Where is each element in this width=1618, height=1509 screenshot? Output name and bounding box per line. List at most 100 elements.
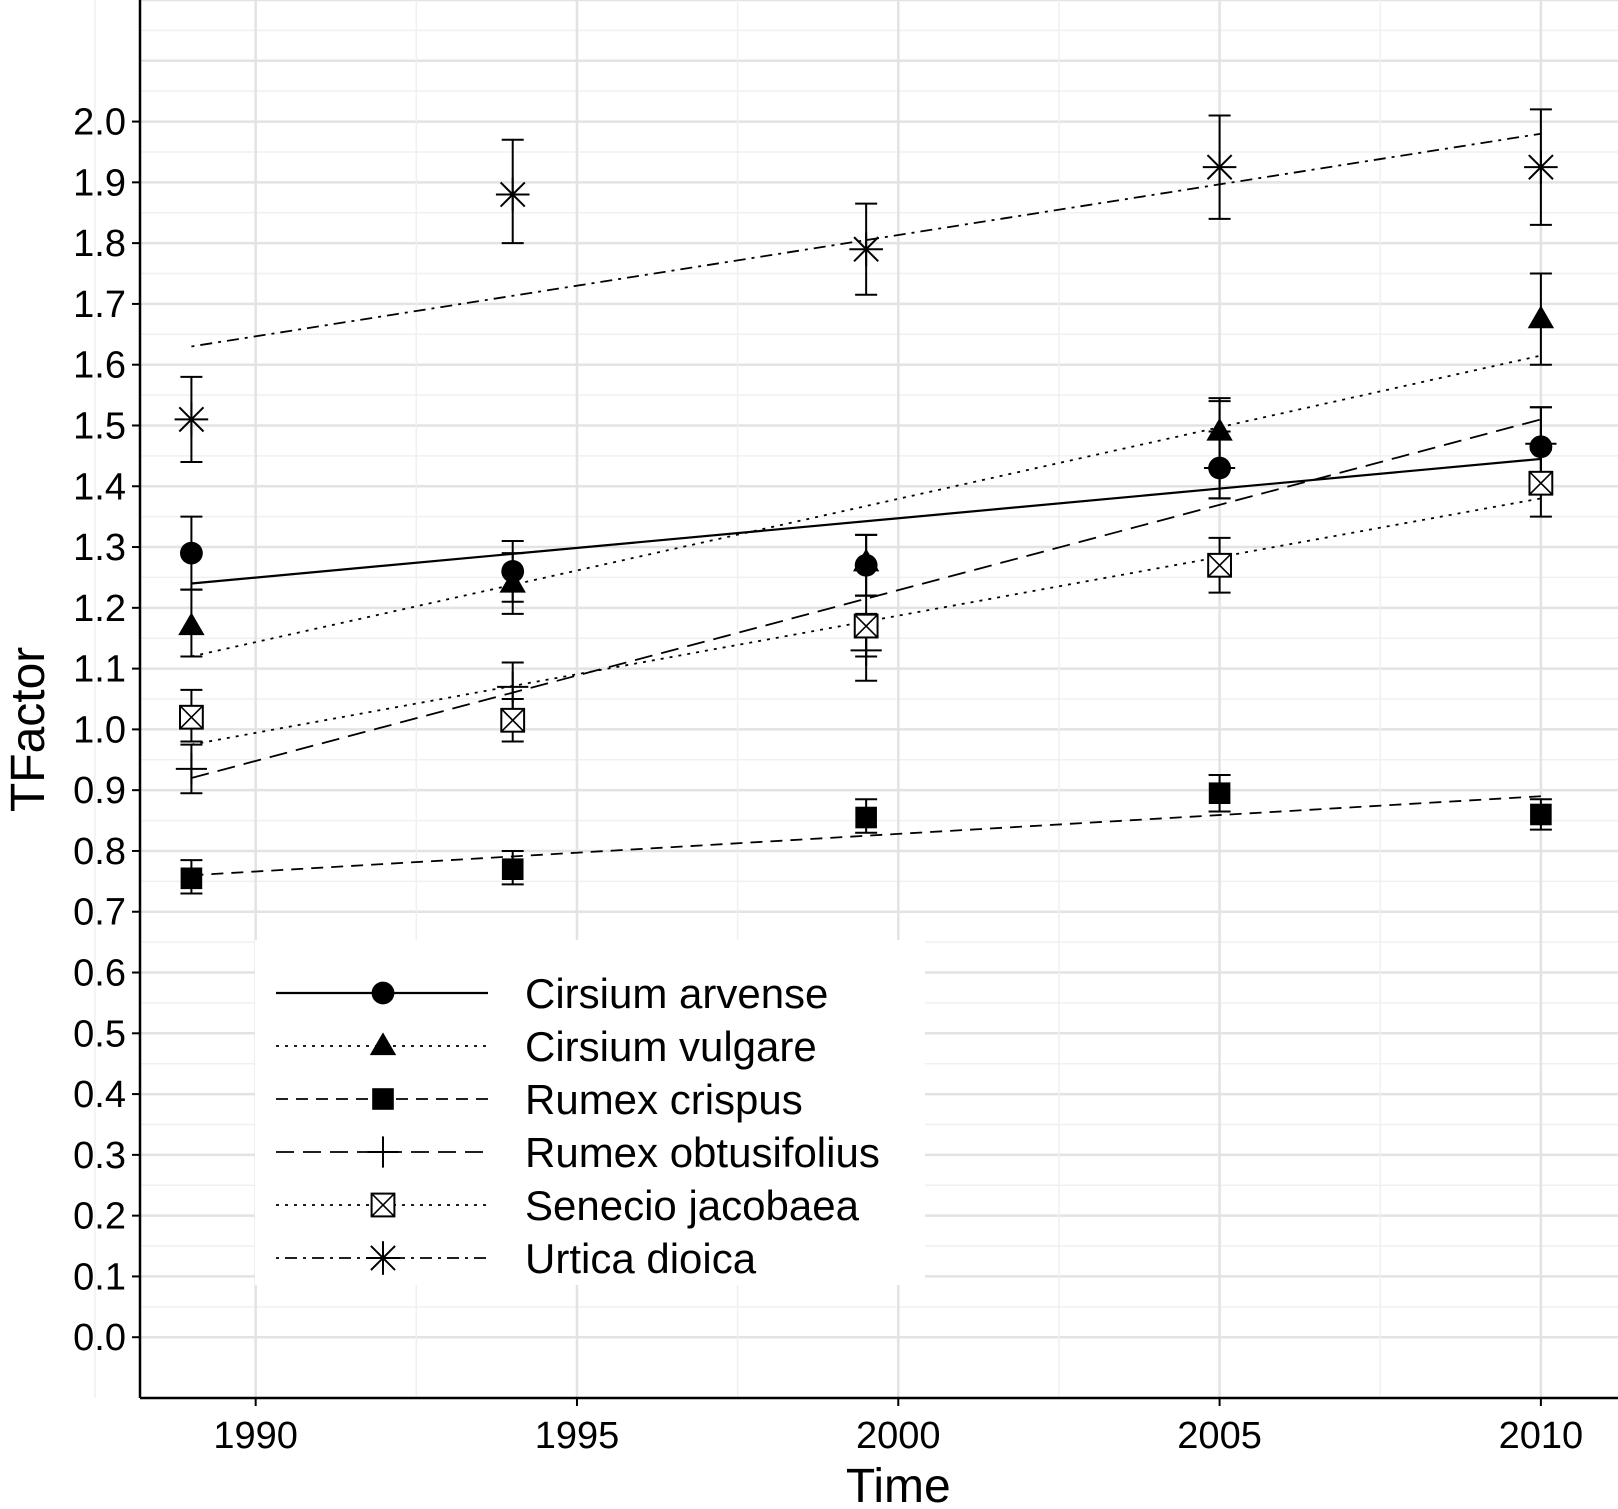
y-tick-label: 0.4 [73, 1074, 126, 1116]
triangle-marker [499, 569, 526, 593]
asterisk-d2 [853, 236, 879, 263]
legend-item: Cirsium arvense [276, 970, 828, 1017]
square-marker [855, 806, 877, 829]
legend-label: Urtica dioica [525, 1235, 757, 1282]
trend-line [191, 132, 1542, 348]
y-tick-label: 0.9 [73, 770, 126, 812]
point-marker [1202, 150, 1237, 184]
point-marker [497, 671, 529, 703]
y-tick-label: 1.7 [73, 284, 126, 326]
legend-box [255, 940, 925, 1285]
point-marker [495, 177, 530, 212]
legend-item: Urtica dioica [276, 1235, 757, 1282]
series-group [174, 108, 1558, 463]
series-group [180, 773, 1552, 895]
y-tick-label: 1.4 [73, 466, 126, 508]
asterisk-d2 [1206, 154, 1233, 180]
legend-item: Cirsium vulgare [276, 1023, 817, 1070]
point-marker [1524, 150, 1558, 184]
trend-line [191, 418, 1542, 779]
legend-label: Cirsium arvense [525, 970, 828, 1017]
y-tick-label: 1.1 [73, 649, 126, 691]
asterisk-d2 [1528, 154, 1554, 180]
y-tick-label: 0.6 [73, 953, 126, 995]
y-tick-label: 1.0 [73, 709, 126, 751]
point-marker [1206, 417, 1233, 441]
x-tick-label: 2000 [856, 1415, 941, 1457]
point-marker [1208, 782, 1231, 805]
circle-marker [371, 981, 395, 1005]
point-marker [1530, 803, 1552, 826]
triangle-marker [1206, 417, 1233, 441]
y-tick-label: 1.2 [73, 588, 126, 630]
square-marker [1208, 782, 1231, 805]
axes: 0.0 0.1 0.2 0.3 0.4 0.5 0.6 0.7 0.8 0.9 1.0 1.1 1.2 1… [73, 0, 1618, 1457]
legend-item: Rumex crispus [276, 1076, 803, 1123]
square-marker [501, 858, 524, 880]
triangle-marker [369, 1032, 397, 1056]
point-marker [366, 1241, 400, 1275]
y-tick-label: 0.8 [73, 831, 126, 873]
point-marker [500, 707, 526, 733]
x-axis-title: Time [846, 1460, 951, 1509]
legend: Cirsium arvense Cirsium vulgare Rumex cris… [255, 940, 925, 1285]
point-marker [180, 867, 203, 890]
y-axis-title: TFactor [2, 647, 55, 812]
point-marker [370, 1192, 396, 1218]
point-marker [849, 232, 883, 267]
legend-item: Rumex obtusifolius [276, 1129, 880, 1176]
y-tick-label: 0.2 [73, 1196, 126, 1238]
x-tick-label: 1990 [213, 1415, 298, 1457]
square-marker [180, 867, 203, 890]
x-tick-label: 2005 [1177, 1415, 1262, 1457]
point-marker [180, 541, 203, 565]
trend-line [191, 795, 1541, 877]
series-group [179, 448, 1554, 743]
asterisk-d2 [499, 181, 526, 208]
boxed-x-diag-2 [500, 708, 525, 733]
y-tick-label: 2.0 [73, 102, 126, 144]
y-tick-label: 0.1 [73, 1256, 126, 1298]
boxed-x-diag-2 [1528, 471, 1553, 496]
y-tick-label: 1.6 [73, 345, 126, 387]
y-tick-label: 1.9 [73, 162, 126, 204]
point-marker [178, 612, 205, 636]
point-marker [371, 981, 395, 1005]
y-tick-label: 0.7 [73, 892, 126, 934]
point-marker [1207, 552, 1232, 578]
point-marker [369, 1032, 397, 1056]
boxed-x-diag-2 [854, 614, 879, 639]
x-tick-label: 1995 [535, 1415, 620, 1457]
legend-item: Senecio jacobaea [276, 1182, 860, 1229]
square-marker [372, 1088, 394, 1110]
point-marker [1203, 452, 1236, 484]
triangle-marker [852, 548, 880, 572]
asterisk-d2 [370, 1245, 396, 1271]
point-marker [179, 704, 204, 730]
y-tick-label: 0.0 [73, 1317, 126, 1359]
point-marker [1528, 470, 1554, 496]
point-marker [372, 1088, 394, 1110]
point-marker [855, 806, 877, 829]
legend-label: Senecio jacobaea [525, 1182, 860, 1229]
point-marker [367, 1136, 399, 1168]
point-marker [853, 613, 879, 639]
square-marker [1530, 803, 1552, 826]
y-tick-label: 0.3 [73, 1135, 126, 1177]
y-tick-label: 0.5 [73, 1013, 126, 1055]
boxed-x-diag-2 [1207, 553, 1232, 578]
point-marker [501, 858, 524, 880]
triangle-marker [178, 612, 205, 636]
asterisk-d2 [178, 406, 205, 433]
y-tick-label: 1.8 [73, 223, 126, 265]
boxed-x-diag-2 [371, 1193, 395, 1217]
point-marker [499, 569, 526, 593]
boxed-x-diag-2 [179, 705, 204, 730]
triangle-marker [1527, 305, 1555, 329]
point-marker [174, 402, 209, 437]
circle-marker [180, 541, 203, 565]
legend-label: Rumex crispus [525, 1076, 803, 1123]
y-tick-label: 1.3 [73, 527, 126, 569]
legend-label: Rumex obtusifolius [525, 1129, 880, 1176]
data-points [174, 108, 1558, 895]
